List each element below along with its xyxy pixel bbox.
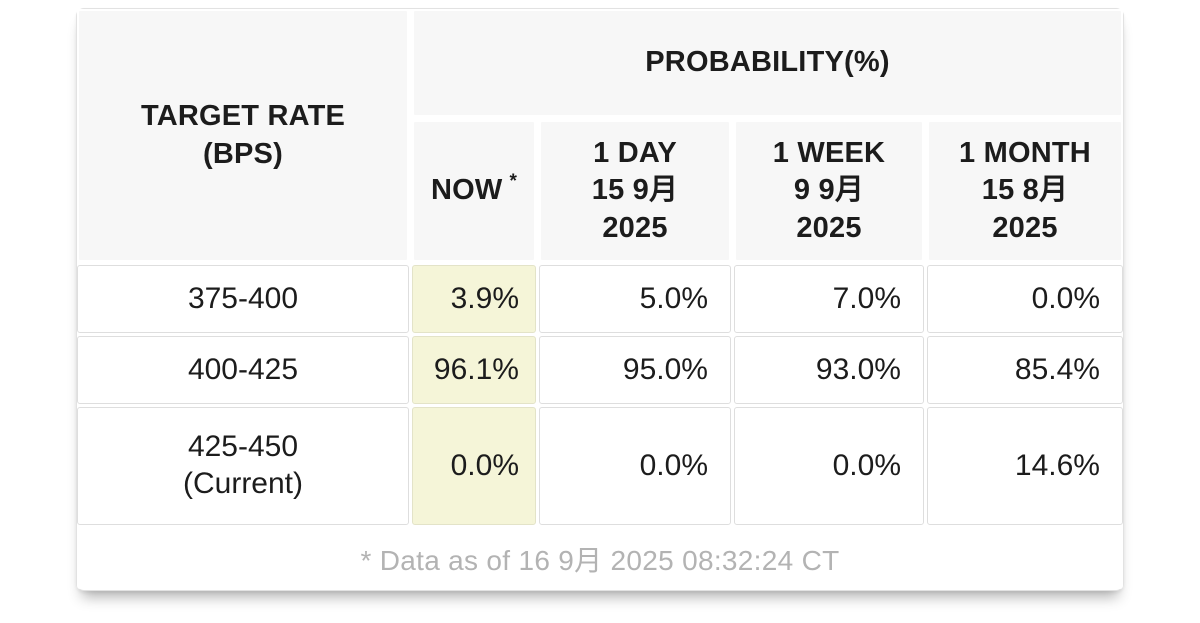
row-label-text: 425-450 — [187, 430, 299, 464]
col-header-1-day-line1: 1 DAY — [593, 137, 677, 170]
row-label-400-425: 400-425 — [77, 336, 409, 404]
cell-400-425-1-month: 85.4% — [927, 336, 1123, 404]
header-probability: PROBABILITY(%) — [412, 9, 1123, 117]
cell-425-450-1-week: 0.0% — [734, 407, 924, 525]
cell-425-450-now: 0.0% — [412, 407, 536, 525]
row-label-425-450-current: 425-450 (Current) — [77, 407, 409, 525]
asterisk-note-marker: * — [509, 170, 518, 192]
row-label-text: 400-425 — [187, 352, 299, 386]
col-header-1-month: 1 MONTH 15 8月 2025 — [927, 120, 1123, 262]
header-target-rate-line1: TARGET RATE — [140, 100, 346, 133]
cell-375-400-1-month: 0.0% — [927, 265, 1123, 333]
data-as-of-footnote: * Data as of 16 9月 2025 08:32:24 CT — [77, 528, 1123, 589]
row-label-375-400: 375-400 — [77, 265, 409, 333]
col-header-1-month-line2: 15 8月 — [981, 174, 1069, 207]
rate-probability-table: TARGET RATE (BPS) PROBABILITY(%) NOW * 1… — [76, 8, 1124, 591]
header-target-rate-line2: (BPS) — [203, 137, 283, 170]
row-label-text: 375-400 — [187, 281, 299, 315]
row-label-current-note: (Current) — [182, 467, 303, 500]
cell-425-450-1-month: 14.6% — [927, 407, 1123, 525]
cell-375-400-1-day: 5.0% — [539, 265, 731, 333]
cell-400-425-1-day: 95.0% — [539, 336, 731, 404]
col-header-1-day: 1 DAY 15 9月 2025 — [539, 120, 731, 262]
cell-375-400-now: 3.9% — [412, 265, 536, 333]
col-header-now: NOW * — [412, 120, 536, 262]
col-header-1-week-line1: 1 WEEK — [772, 137, 886, 170]
header-target-rate: TARGET RATE (BPS) — [77, 9, 409, 262]
col-header-now-label: NOW — [430, 174, 503, 207]
col-header-1-week-line2: 9 9月 — [793, 174, 865, 207]
col-header-1-day-line2: 15 9月 — [591, 174, 679, 207]
cell-425-450-1-day: 0.0% — [539, 407, 731, 525]
col-header-1-month-line1: 1 MONTH — [959, 137, 1091, 170]
cell-400-425-1-week: 93.0% — [734, 336, 924, 404]
col-header-1-week: 1 WEEK 9 9月 2025 — [734, 120, 924, 262]
cell-400-425-now: 96.1% — [412, 336, 536, 404]
cell-375-400-1-week: 7.0% — [734, 265, 924, 333]
col-header-1-week-line3: 2025 — [796, 211, 862, 244]
col-header-1-day-line3: 2025 — [602, 211, 668, 244]
col-header-1-month-line3: 2025 — [992, 211, 1058, 244]
